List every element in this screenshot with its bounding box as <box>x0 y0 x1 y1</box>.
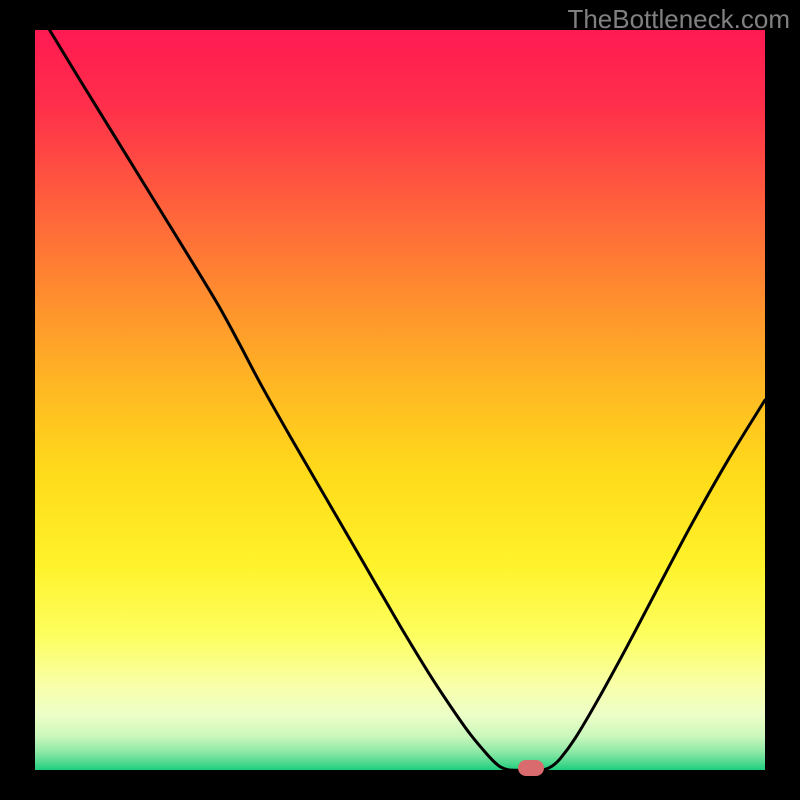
bottleneck-curve <box>35 30 765 770</box>
optimum-marker <box>518 760 544 776</box>
chart-frame: TheBottleneck.com <box>0 0 800 800</box>
plot-area <box>35 30 765 770</box>
